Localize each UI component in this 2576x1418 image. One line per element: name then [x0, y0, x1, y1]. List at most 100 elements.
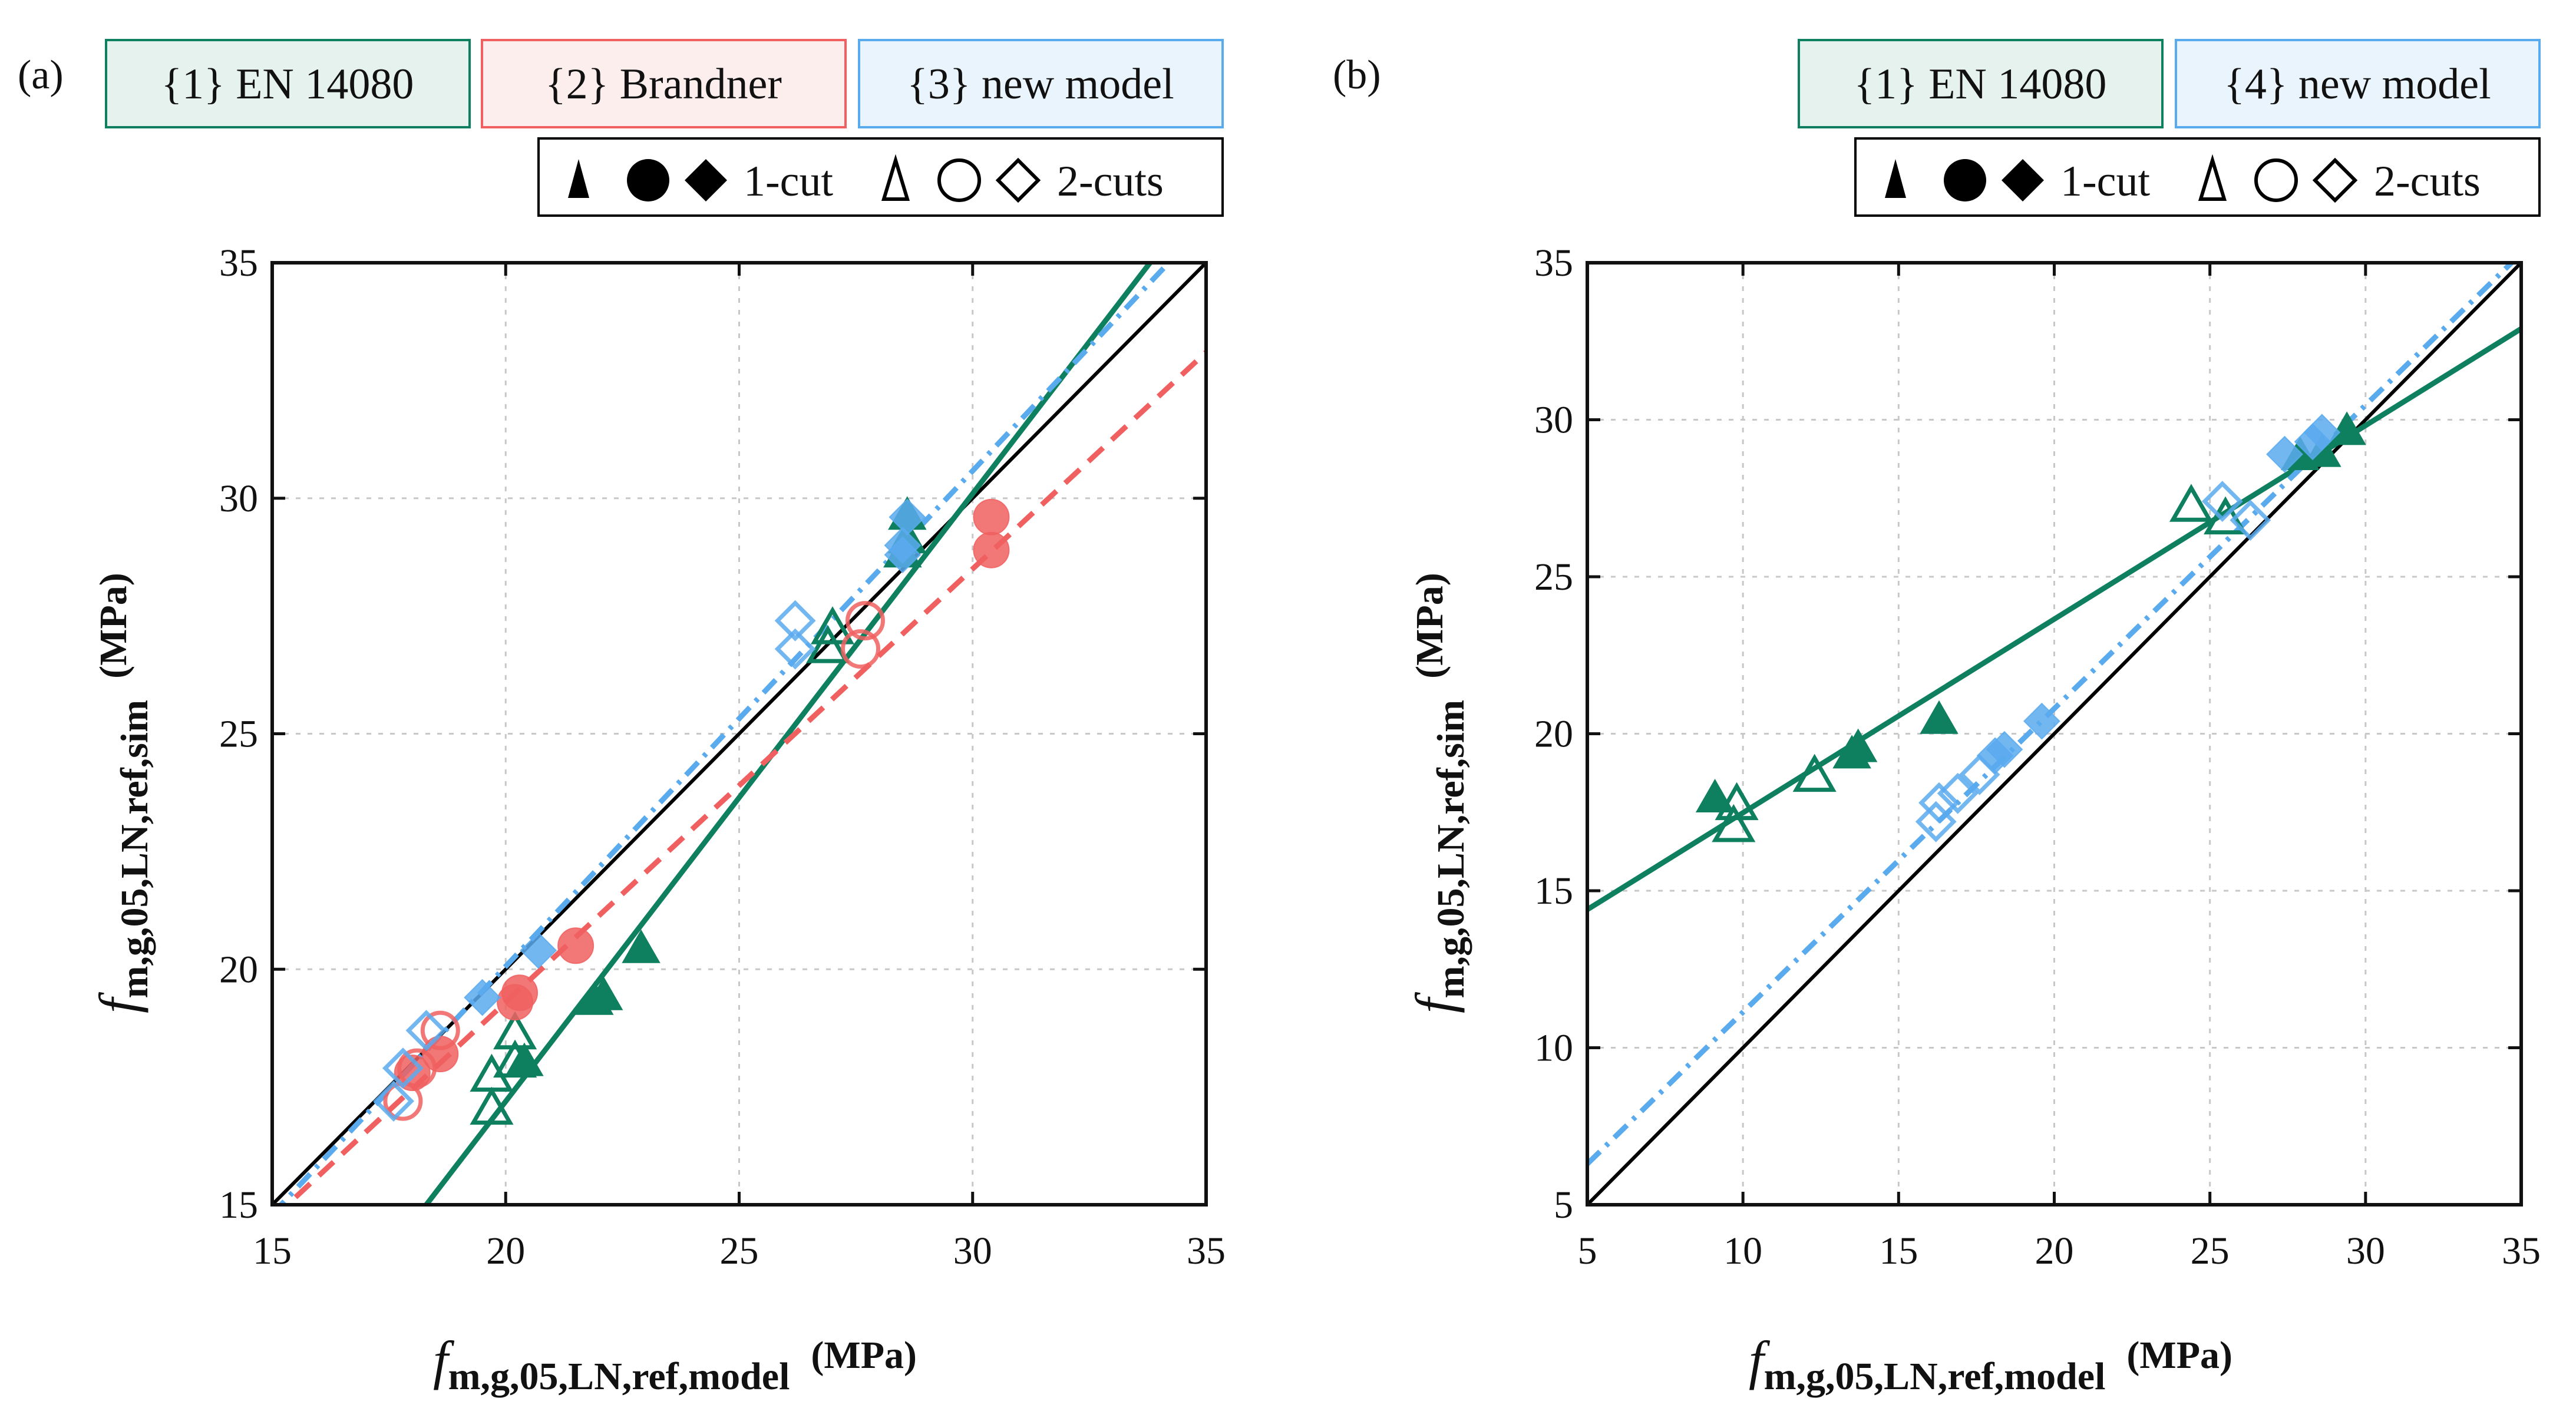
panel-b-ytick-label-1: 10: [1534, 1027, 1573, 1070]
panel-b-point-0-2: [1838, 728, 1878, 762]
legend-a-open-triangle-icon: [881, 154, 910, 201]
panel-b-point-3-5: [2230, 500, 2271, 541]
panel-b-x-unit: (MPa): [2126, 1334, 2232, 1377]
panel-a-point-1-4: [806, 625, 850, 663]
legend-b-two-cuts-label: 2-cuts: [2374, 157, 2481, 206]
legend-a-two-cuts-label: 2-cuts: [1057, 157, 1164, 206]
panel-a-point-5-0: [373, 1080, 414, 1122]
legend-a-box-0: [105, 39, 471, 128]
panel-b-point-2-1: [1986, 731, 2023, 768]
panel-b-xtick-label-2: 15: [1879, 1229, 1918, 1272]
legend-b-one-cut-label: 1-cut: [2060, 157, 2150, 206]
panel-a-point-5-4: [774, 600, 816, 642]
panel-a-point-2-4: [557, 927, 595, 964]
panel-b-markers: [1695, 411, 2366, 842]
legend-b-open-circle-icon: [2254, 158, 2298, 202]
panel-b-marker-legend: 1-cut 2-cuts: [1854, 137, 2541, 217]
panel-a-ytick-label-4: 35: [219, 242, 258, 285]
panel-a-x-axis-label: fm,g,05,LN,ref,model (MPa): [433, 1330, 917, 1398]
panel-a-y-unit: (MPa): [92, 573, 135, 679]
panel-a-plot-area: 15 20 25 30 35 15 20 25 30 35: [219, 242, 1226, 1272]
legend-a-label-0: {1} EN 14080: [161, 60, 414, 108]
panel-b-point-2-2: [2023, 702, 2060, 740]
panel-b-line-legend: {1} EN 14080 {4} new model: [1798, 39, 2541, 128]
panel-a-line-1: [424, 263, 1152, 1205]
panel-a-point-1-5: [810, 606, 855, 644]
panel-a: (a) {1} EN 14080 {2} Brandner {3} new mo…: [18, 39, 1226, 1398]
legend-b-filled-circle-icon: [1944, 159, 1986, 201]
panel-a-markers: [373, 496, 1010, 1125]
panel-a-point-4-0: [464, 979, 501, 1016]
panel-a-line-legend: {1} EN 14080 {2} Brandner {3} new model: [105, 39, 1224, 128]
panel-a-ytick-label-3: 30: [219, 477, 258, 520]
panel-a-line-2: [283, 350, 1206, 1205]
panel-a-series-4: [464, 498, 926, 1016]
panel-a-point-1-0: [470, 1086, 514, 1125]
legend-a-filled-triangle-icon: [568, 159, 589, 198]
panel-b-point-3-3: [1959, 753, 2000, 795]
panel-b-point-3-0: [1915, 801, 1957, 842]
legend-b-filled-triangle-icon: [1885, 159, 1906, 198]
panel-b-line-1: [1587, 326, 2521, 912]
panel-a-series-1: [470, 606, 855, 1125]
panel-a-series-3: [383, 601, 885, 1121]
panel-b-point-3-4: [2201, 481, 2243, 523]
panel-b-series-1: [1712, 484, 2248, 842]
panel-a-point-2-5: [973, 531, 1010, 568]
panel-a-y-axis-label: fm,g,05,LN,ref,sim(MPa): [88, 573, 156, 1013]
panel-b-xtick-label-4: 25: [2191, 1229, 2230, 1272]
panel-b-plot-area: 5 10 15 20 25 30 35 5 10 15 20 25 30 35: [1534, 242, 2541, 1272]
panel-a-point-3-3: [841, 629, 881, 669]
panel-b-xtick-label-1: 10: [1723, 1229, 1762, 1272]
panel-b-point-1-2: [1792, 753, 1837, 792]
panel-a-point-4-3: [884, 527, 922, 564]
panel-b-x-axis-label: fm,g,05,LN,ref,model (MPa): [1749, 1330, 2232, 1398]
panel-b-point-0-0: [1695, 778, 1735, 812]
panel-a-point-0-2: [584, 976, 623, 1010]
panel-a-point-4-4: [889, 498, 926, 536]
panel-b-y-subscript: m,g,05,LN,ref,sim: [1429, 700, 1472, 999]
panel-a-point-4-1: [520, 931, 557, 969]
panel-b-series-2: [1976, 414, 2341, 775]
panel-b-point-2-3: [2266, 435, 2303, 473]
legend-a-open-diamond-icon: [995, 157, 1041, 203]
legend-b-open-diamond-icon: [2312, 157, 2358, 203]
panel-a-point-3-1: [397, 1048, 437, 1088]
panel-a-label: (a): [18, 52, 64, 98]
panel-a-point-3-2: [420, 1010, 460, 1050]
legend-a-open-circle-icon: [937, 158, 981, 202]
panel-b-point-1-1: [1715, 782, 1759, 821]
panel-a-series-5: [373, 600, 816, 1122]
panel-a-point-1-3: [493, 1011, 537, 1050]
legend-b-label-1: {4} new model: [2224, 60, 2491, 108]
panel-a-point-1-2: [493, 1039, 537, 1078]
panel-b-ytick-label-3: 20: [1534, 713, 1573, 756]
panel-b-y-unit: (MPa): [1408, 573, 1451, 679]
legend-a-box-2: [858, 39, 1224, 128]
legend-a-filled-circle-icon: [627, 159, 669, 201]
panel-b-ytick-label-6: 35: [1534, 242, 1573, 285]
panel-b-xtick-label-3: 20: [2035, 1229, 2074, 1272]
panel-b-ytick-label-5: 30: [1534, 399, 1573, 442]
panel-b-ytick-label-2: 15: [1534, 870, 1573, 913]
panel-b-point-3-1: [1918, 782, 1960, 824]
legend-a-label-2: {3} new model: [907, 60, 1174, 108]
panel-a-xtick-label-1: 20: [486, 1229, 525, 1272]
panel-b-series-0: [1695, 411, 2366, 812]
panel-b-point-0-6: [2327, 411, 2366, 445]
panel-a-point-5-2: [405, 1010, 447, 1052]
panel-a-series-0: [505, 496, 927, 1076]
legend-b-filled-diamond-icon: [2002, 159, 2044, 201]
panel-b-x-subscript: m,g,05,LN,ref,model: [1764, 1355, 2106, 1398]
panel-b-line-2: [1587, 263, 2516, 1166]
panel-b-point-0-3: [1920, 700, 1959, 734]
panel-a-x-unit: (MPa): [811, 1334, 917, 1377]
legend-b-open-triangle-icon: [2198, 154, 2227, 201]
legend-a-one-cut-label: 1-cut: [744, 157, 833, 206]
panel-b-xtick-label-6: 35: [2502, 1229, 2541, 1272]
legend-b-label-0: {1} EN 14080: [1854, 60, 2107, 108]
panel-b-y-axis-label: fm,g,05,LN,ref,sim(MPa): [1405, 573, 1472, 1013]
panel-b-ytick-label-4: 25: [1534, 556, 1573, 599]
panel-a-point-5-3: [774, 628, 816, 670]
